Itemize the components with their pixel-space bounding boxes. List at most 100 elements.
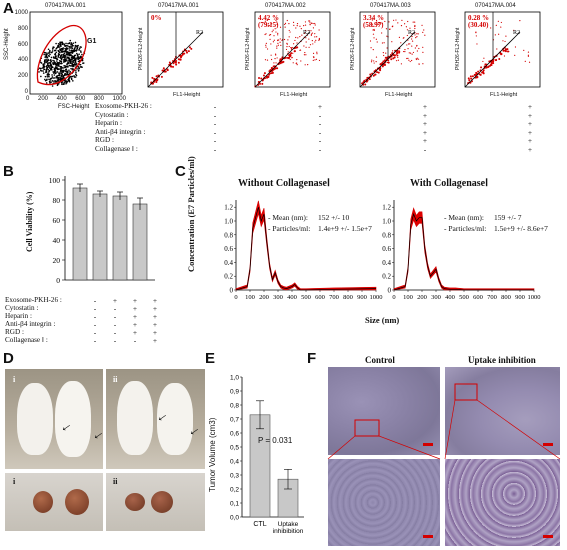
scatter-point [390, 58, 393, 61]
x-tick: 0 [234, 294, 237, 301]
scatter-point [64, 59, 67, 61]
scatter-point [57, 49, 60, 52]
y-tick: 1.2 [224, 204, 233, 212]
scatter-point [276, 67, 279, 70]
scatter-point [188, 46, 191, 49]
scatter-point [68, 77, 71, 79]
condition-value: + [527, 110, 533, 120]
x-axis-label: FL1-Height [280, 92, 308, 98]
scatter-point [372, 33, 375, 35]
scatter-point [48, 70, 50, 73]
mouse-body [55, 381, 91, 457]
scatter-point [44, 78, 46, 81]
mouse-body [117, 381, 153, 455]
scatter-point [60, 47, 63, 50]
scatter-point [70, 77, 73, 80]
scatter-point [514, 54, 516, 56]
scatter-point [68, 42, 71, 45]
scatter-point [55, 58, 58, 60]
mean-value: 159 +/- 7 [494, 213, 522, 222]
condition-value: + [527, 119, 533, 128]
scatter-point [296, 64, 298, 66]
scatter-point [265, 33, 267, 35]
scatter-point [49, 49, 51, 52]
scatter-point [267, 24, 269, 26]
scatter-point [269, 34, 272, 36]
scatter-point [71, 68, 74, 71]
mean-label: Mean (nm): [448, 213, 484, 222]
scatter-point [47, 65, 50, 68]
scatter-point [79, 63, 82, 66]
scatter-point [271, 71, 274, 74]
scatter-point [287, 39, 289, 41]
particles-label: Particles/ml: [272, 224, 311, 233]
scatter-point [279, 41, 281, 43]
scatter-point [68, 49, 71, 51]
scatter-point [71, 58, 73, 60]
scatter-point [313, 56, 315, 59]
scatter-point [274, 53, 277, 55]
scatter-point [376, 21, 378, 23]
scatter-point [60, 57, 63, 60]
stats-left-values: 152 +/- 10 1.4e+9 +/- 1.5e+7 [318, 212, 372, 234]
scatter-point [404, 48, 406, 51]
scatter-point [72, 67, 74, 70]
scatter-point [53, 46, 55, 49]
scatter-point [62, 55, 65, 57]
scatter-point [54, 67, 56, 70]
scatter-point [416, 57, 418, 59]
scatter-point [500, 26, 502, 28]
scatter-point [476, 43, 478, 45]
scatter-point [181, 53, 184, 56]
histology-inhibition-low [445, 367, 560, 455]
condition-value: - [213, 110, 217, 120]
scatter-point [406, 44, 408, 46]
scatter-point [155, 75, 158, 78]
scatter-point [373, 37, 375, 39]
scatter-point [266, 48, 269, 50]
scatter-point [62, 56, 64, 59]
scatter-point [62, 67, 64, 69]
x-tick: 100 [403, 294, 413, 301]
scatter-point [185, 51, 188, 54]
scatter-point [276, 47, 278, 49]
scatter-point [77, 67, 80, 69]
scatter-point [71, 43, 73, 46]
scatter-point [52, 59, 54, 62]
scatter-point [55, 66, 58, 69]
scatter-point [369, 40, 372, 42]
scatter-point [312, 43, 314, 45]
scatter-point [397, 56, 399, 59]
condition-value: - [213, 144, 217, 154]
scatter-point [315, 39, 317, 41]
scatter-point [379, 69, 382, 72]
scatter-point [386, 47, 388, 49]
scatter-point [318, 59, 321, 62]
scatter-point [64, 68, 67, 71]
condition-value: - [93, 296, 97, 305]
y-tick: 0.6 [224, 245, 233, 253]
scatter-point [292, 62, 294, 64]
condition-value: + [152, 304, 158, 313]
scatter-point [309, 21, 311, 23]
x-axis-label: Size (nm) [365, 315, 400, 325]
scatter-point [51, 50, 54, 52]
scatter-point [393, 56, 396, 59]
scatter-point [63, 52, 66, 55]
scatter-point [387, 59, 390, 62]
scatter-point [310, 30, 312, 32]
scatter-point [42, 72, 45, 74]
y-tick: 1000 [14, 10, 28, 16]
scatter-point [496, 48, 498, 50]
scatter-point [503, 55, 506, 57]
scatter-point [411, 38, 413, 40]
y-tick: 100 [49, 176, 61, 185]
scatter-point [373, 60, 375, 62]
scatter-point [381, 61, 384, 64]
scatter-point [52, 56, 55, 58]
scatter-point [76, 48, 78, 50]
scatter-point [172, 65, 175, 68]
scatter-point [40, 75, 42, 78]
scatter-point [293, 50, 296, 53]
scatter-point [56, 71, 59, 73]
